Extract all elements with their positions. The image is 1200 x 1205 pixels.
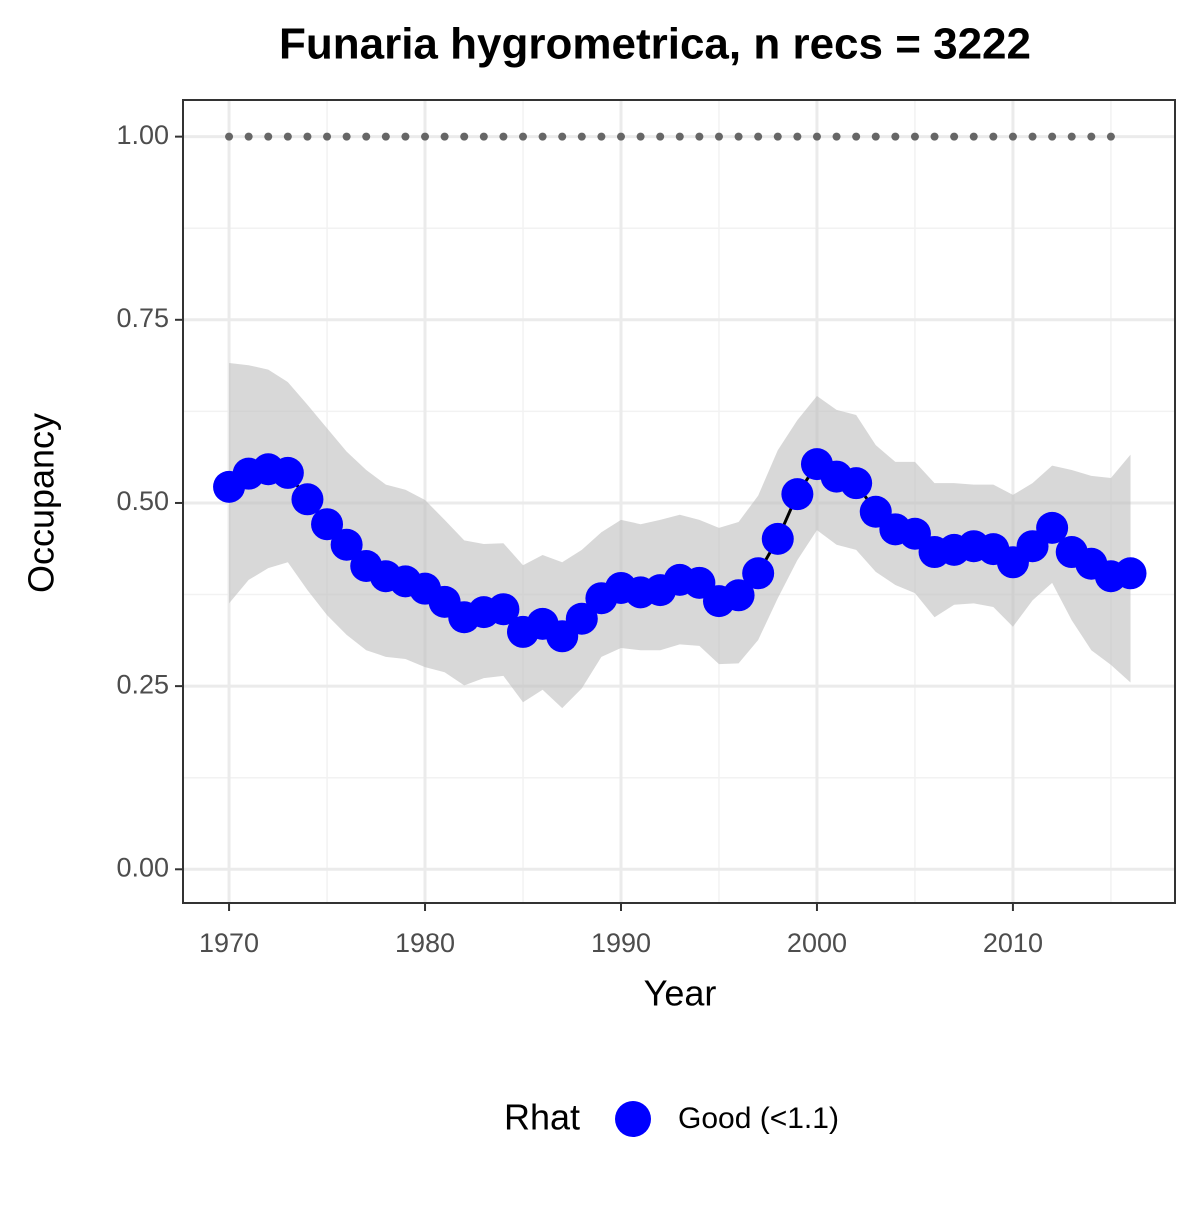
reference-dot	[714, 132, 723, 141]
reference-dot	[303, 132, 312, 141]
reference-dot	[969, 132, 978, 141]
x-tick-label: 1990	[591, 928, 651, 958]
data-point	[311, 508, 344, 541]
reference-dot	[616, 132, 625, 141]
data-point	[330, 528, 363, 561]
data-point	[1036, 511, 1069, 544]
data-point	[487, 593, 520, 626]
reference-dot	[342, 132, 351, 141]
data-point	[761, 522, 794, 555]
data-point	[271, 456, 304, 489]
reference-dot	[675, 132, 684, 141]
data-point	[1114, 557, 1147, 590]
y-tick-label: 0.50	[116, 486, 169, 516]
chart-title: Funaria hygrometrica, n recs = 3222	[279, 20, 1031, 69]
reference-dot	[695, 132, 704, 141]
reference-dot	[1106, 132, 1115, 141]
x-tick-label: 1980	[395, 928, 455, 958]
reference-dot	[773, 132, 782, 141]
legend-label: Good (<1.1)	[678, 1102, 839, 1135]
data-point	[722, 579, 755, 612]
reference-dot	[656, 132, 665, 141]
reference-dot	[1028, 132, 1037, 141]
data-point	[840, 467, 873, 500]
legend-title: Rhat	[504, 1097, 580, 1138]
reference-dot	[1087, 132, 1096, 141]
data-point	[781, 478, 814, 511]
reference-dot	[793, 132, 802, 141]
reference-dot	[812, 132, 821, 141]
reference-dot	[910, 132, 919, 141]
reference-dot	[538, 132, 547, 141]
reference-dot	[950, 132, 959, 141]
data-point	[742, 557, 775, 590]
legend-marker	[615, 1101, 651, 1137]
reference-dot	[558, 132, 567, 141]
reference-dot	[871, 132, 880, 141]
reference-dot	[323, 132, 332, 141]
y-tick-label: 1.00	[116, 120, 169, 150]
y-tick-label: 0.75	[116, 303, 169, 333]
reference-dot	[421, 132, 430, 141]
x-tick-label: 2000	[787, 928, 847, 958]
reference-dot	[597, 132, 606, 141]
reference-dot	[244, 132, 253, 141]
reference-dot	[852, 132, 861, 141]
reference-dot	[754, 132, 763, 141]
reference-dot	[1067, 132, 1076, 141]
plot-border	[182, 99, 1176, 904]
y-tick-label: 0.00	[116, 852, 169, 882]
reference-dot	[636, 132, 645, 141]
y-tick-label: 0.25	[116, 669, 169, 699]
reference-dot	[519, 132, 528, 141]
reference-dot	[832, 132, 841, 141]
reference-dot	[989, 132, 998, 141]
reference-dot	[577, 132, 586, 141]
reference-dot	[930, 132, 939, 141]
reference-dot	[499, 132, 508, 141]
reference-dot	[440, 132, 449, 141]
reference-dot	[460, 132, 469, 141]
reference-dot	[1048, 132, 1057, 141]
reference-dot	[264, 132, 273, 141]
x-tick-label: 2010	[983, 928, 1043, 958]
reference-dot	[362, 132, 371, 141]
reference-dot	[283, 132, 292, 141]
reference-dot	[401, 132, 410, 141]
reference-dot	[734, 132, 743, 141]
x-tick-label: 1970	[199, 928, 259, 958]
data-point	[291, 483, 324, 516]
reference-dot	[1008, 132, 1017, 141]
data-point	[565, 602, 598, 635]
reference-dot	[479, 132, 488, 141]
y-axis-label: Occupancy	[21, 413, 62, 593]
x-axis-label: Year	[644, 973, 717, 1014]
reference-dot	[225, 132, 234, 141]
reference-dot	[891, 132, 900, 141]
reference-dot	[381, 132, 390, 141]
